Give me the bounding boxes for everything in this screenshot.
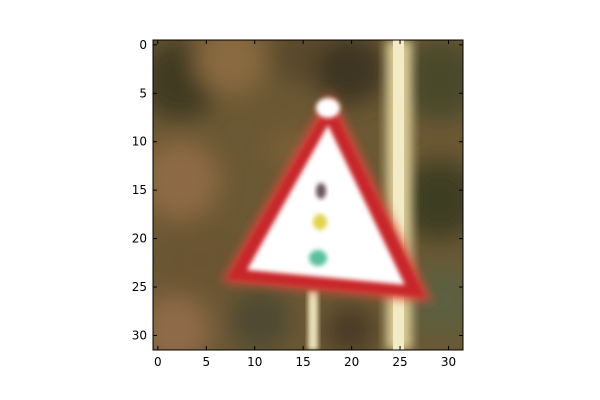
x-axis-ticks: 0 5 10 15 20 25 30 bbox=[154, 40, 456, 369]
signal-light-green bbox=[309, 250, 327, 266]
y-tick-label: 25 bbox=[132, 280, 147, 294]
y-tick-label: 10 bbox=[132, 135, 147, 149]
x-tick-label: 25 bbox=[392, 355, 407, 369]
warning-sign bbox=[222, 92, 432, 302]
image-plot-area bbox=[153, 40, 463, 350]
signal-light-yellow bbox=[313, 214, 327, 230]
x-tick-label: 5 bbox=[202, 355, 210, 369]
y-tick-label: 0 bbox=[139, 38, 147, 52]
x-tick-label: 0 bbox=[154, 355, 162, 369]
sign-top-highlight bbox=[316, 98, 340, 118]
y-tick-label: 5 bbox=[139, 86, 147, 100]
signal-light-red bbox=[316, 183, 326, 199]
x-tick-label: 20 bbox=[344, 355, 359, 369]
x-tick-label: 30 bbox=[441, 355, 456, 369]
y-tick-label: 30 bbox=[132, 328, 147, 342]
pole bbox=[393, 40, 404, 350]
x-tick-label: 15 bbox=[296, 355, 311, 369]
y-axis-ticks: 0 5 10 15 20 25 30 bbox=[132, 38, 463, 342]
y-tick-label: 20 bbox=[132, 232, 147, 246]
sign-face bbox=[247, 125, 405, 285]
x-tick-label: 10 bbox=[247, 355, 262, 369]
pole-lower-left bbox=[308, 290, 318, 350]
y-tick-label: 15 bbox=[132, 183, 147, 197]
axes-frame bbox=[152, 39, 464, 351]
